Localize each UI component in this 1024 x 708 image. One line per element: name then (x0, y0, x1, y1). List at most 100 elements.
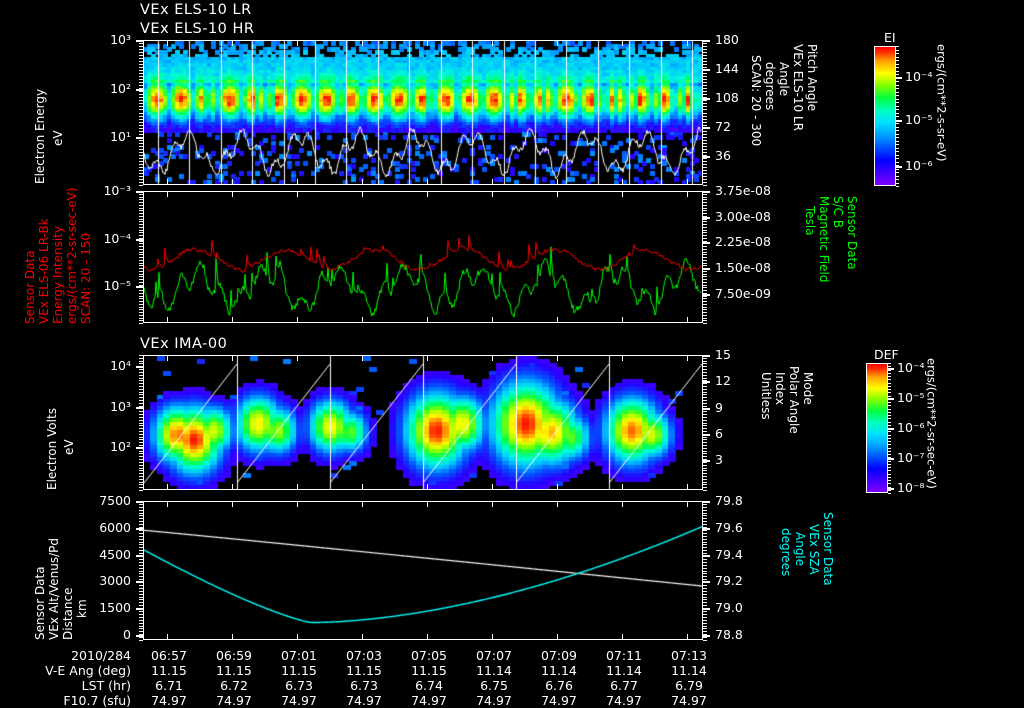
panel4-xtick-top-1 (232, 501, 233, 507)
panel2-right-minor-tick (703, 298, 707, 299)
panel2-left-axis-label-4: ergs/(cm**2-sr-sec-eV) (65, 187, 79, 324)
panel1-right-tick-label-0: 180 (715, 32, 739, 47)
panel2-left-axis-line1: Sensor Data (23, 250, 37, 324)
panel4-right-minor-tick (703, 605, 707, 606)
panel2-left-minor-tick (139, 191, 143, 192)
panel1-right-axis-label-5: SCAN: 20 - 300 (749, 55, 763, 195)
panel3-left-minor-tick (139, 484, 143, 485)
panel2-right-axis-label-4: Tesla (803, 206, 817, 324)
bottom-table-cell-r0-c5: 07:07 (475, 648, 513, 663)
panel2-right-minor-tick (703, 197, 707, 198)
panel3-right-minor-tick (703, 448, 707, 449)
panel-ima-spectrogram[interactable] (143, 355, 703, 490)
colorbar-def-minor-tick (888, 363, 891, 364)
panel1-right-minor-tick (703, 113, 707, 114)
panel3-right-minor-tick (703, 482, 707, 483)
panel1-right-tick-label-4: 36 (715, 148, 731, 163)
panel2-left-minor-tick (139, 298, 143, 299)
panel4-right-minor-tick (703, 507, 707, 508)
colorbar-ei-minor-tick (896, 109, 899, 110)
panel3-right-minor-tick (703, 361, 707, 362)
panel2-right-minor-tick (703, 307, 707, 308)
bottom-table-cell-r1-c3: 11.15 (346, 663, 382, 678)
panel4-left-minor-tick (139, 623, 143, 624)
panel2-left-minor-tick (139, 254, 143, 255)
panel3-right-axis-line4: Unitless (759, 372, 773, 420)
panel2-right-minor-tick (703, 243, 707, 244)
colorbar-def-minor-tick (888, 405, 891, 406)
panel2-left-minor-tick (139, 205, 143, 206)
colorbar-ei[interactable] (874, 46, 896, 186)
panel1-right-minor-tick (703, 161, 707, 162)
panel4-right-tick-label-5: 78.8 (715, 627, 743, 642)
panel2-right-minor-tick (703, 216, 707, 217)
panel2-left-minor-tick (139, 243, 143, 244)
panel3-left-minor-tick (139, 406, 143, 407)
panel3-xtick-3 (362, 484, 363, 490)
panel1-right-minor-tick (703, 179, 707, 180)
colorbar-def-minor-tick (888, 438, 891, 439)
panel1-left-minor-tick (139, 91, 143, 92)
panel1-left-major-tick-1 (136, 89, 143, 91)
panel2-right-minor-tick (703, 320, 707, 321)
panel4-right-minor-tick (703, 515, 707, 516)
panel3-right-minor-tick (703, 397, 707, 398)
panel-els-spectrogram[interactable] (143, 40, 703, 185)
panel2-left-minor-tick (139, 230, 143, 231)
panel2-left-minor-tick (139, 263, 143, 264)
bottom-table-row-label-0: 2010/284 (71, 648, 131, 663)
panel3-right-minor-tick (703, 425, 707, 426)
panel3-left-minor-tick (139, 366, 143, 367)
panel3-right-minor-tick (703, 473, 707, 474)
panel1-right-tick-label-3: 72 (715, 119, 731, 134)
panel1-right-minor-tick (703, 155, 707, 156)
panel3-right-minor-tick (703, 490, 707, 491)
colorbar-def-tick-label-3: 10⁻⁷ (897, 450, 925, 465)
panel1-right-minor-tick (703, 167, 707, 168)
panel3-left-minor-tick (139, 392, 143, 393)
panel4-right-tick-label-1: 79.6 (715, 520, 743, 535)
panel1-left-axis-units-text: eV (51, 130, 65, 146)
bottom-table-cell-r0-c3: 07:03 (345, 648, 383, 663)
colorbar-ei-minor-tick (896, 81, 899, 82)
panel1-title-lr: VEx ELS-10 LR (140, 2, 252, 18)
panel2-left-major-tick-1 (136, 239, 143, 241)
panel4-left-minor-tick (139, 504, 143, 505)
colorbar-def-minor-tick (888, 474, 891, 475)
panel1-right-minor-tick (703, 79, 707, 80)
panel3-left-tick-label-1: 10³ (110, 399, 131, 414)
panel1-left-minor-tick (139, 40, 143, 41)
panel-energy-intensity-bfield[interactable] (143, 191, 703, 323)
panel1-right-axis-label-2: VEx ELS-10 LR (791, 44, 805, 194)
colorbar-def[interactable] (866, 363, 888, 493)
panel3-left-minor-tick (139, 411, 143, 412)
panel3-right-minor-tick (703, 445, 707, 446)
panel3-right-minor-tick (703, 411, 707, 412)
panel3-left-minor-tick (139, 420, 143, 421)
panel1-left-minor-tick (139, 106, 143, 107)
panel2-left-minor-tick (139, 271, 143, 272)
panel4-right-minor-tick (703, 602, 707, 603)
panel1-left-major-tick-2 (136, 137, 143, 139)
panel4-left-tick-label-4: 1500 (99, 600, 131, 615)
colorbar-def-minor-tick (888, 386, 891, 387)
panel4-right-minor-tick (703, 608, 707, 609)
panel1-right-minor-tick (703, 109, 707, 110)
panel1-right-minor-tick (703, 170, 707, 171)
bottom-table-cell-r3-c3: 74.97 (346, 693, 382, 708)
bottom-table-cell-r0-c6: 07:09 (540, 648, 578, 663)
panel4-left-minor-tick (139, 533, 143, 534)
panel4-left-minor-tick (139, 513, 143, 514)
panel1-right-minor-tick (703, 137, 707, 138)
panel1-xtick-top-1 (232, 40, 233, 46)
panel2-xtick-5 (492, 317, 493, 323)
panel1-right-minor-tick (703, 67, 707, 68)
panel2-left-minor-tick (139, 304, 143, 305)
panel3-right-minor-tick (703, 403, 707, 404)
panel3-left-minor-tick (139, 414, 143, 415)
panel3-left-minor-tick (139, 355, 143, 356)
panel-altitude-sza[interactable] (143, 501, 703, 640)
panel2-left-minor-tick (139, 282, 143, 283)
panel3-left-minor-tick (139, 479, 143, 480)
panel4-xtick-5 (492, 634, 493, 640)
